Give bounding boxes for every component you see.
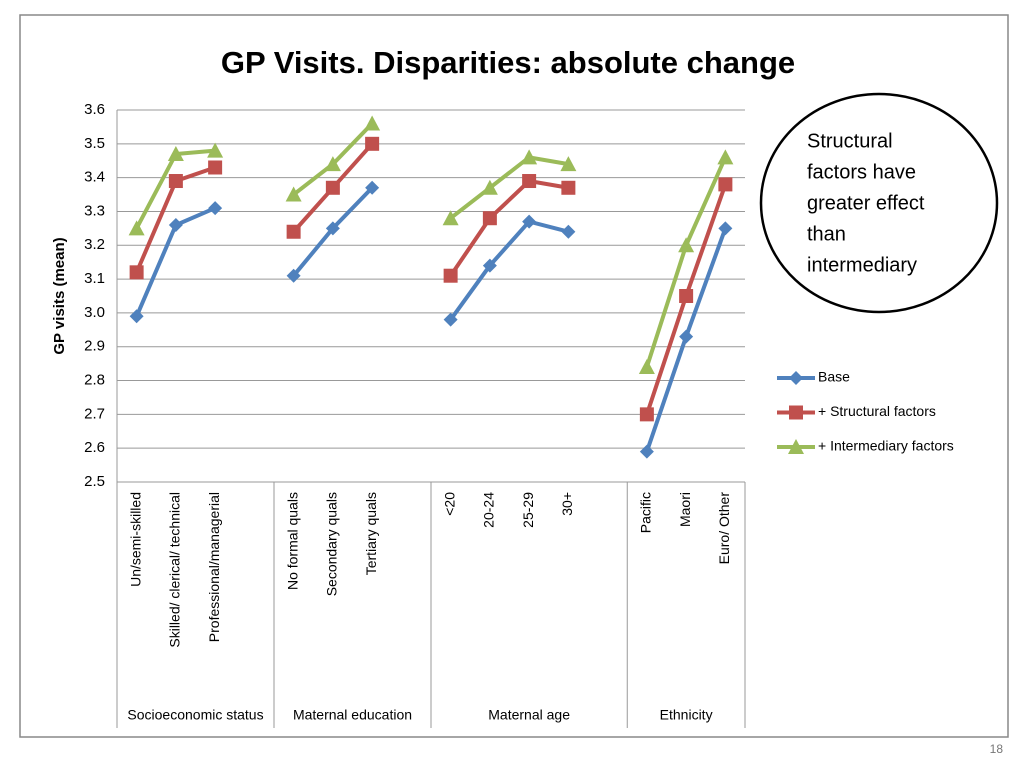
x-tick-label: Tertiary quals — [363, 492, 379, 575]
legend-label: Base — [818, 369, 850, 385]
x-tick-label: Skilled/ clerical/ technical — [167, 492, 183, 648]
annotation-text: greater effect — [807, 192, 925, 214]
legend-label: + Intermediary factors — [818, 438, 954, 454]
data-point — [167, 145, 184, 161]
data-point — [324, 156, 341, 172]
chart-title: GP Visits. Disparities: absolute change — [221, 45, 795, 80]
y-tick-label: 2.7 — [84, 405, 105, 422]
data-point — [325, 221, 340, 236]
data-point — [482, 258, 497, 273]
y-tick-label: 3.6 — [84, 101, 105, 118]
data-point — [443, 312, 458, 327]
annotation-text: Structural — [807, 130, 893, 152]
legend-marker — [789, 405, 803, 420]
data-point — [365, 136, 380, 151]
x-tick-label: No formal quals — [284, 492, 300, 590]
data-point — [718, 221, 733, 236]
data-point — [678, 237, 695, 253]
data-point — [522, 174, 537, 189]
x-tick-label: 20-24 — [481, 492, 497, 528]
y-tick-label: 3.5 — [84, 135, 105, 152]
data-point — [561, 224, 576, 239]
data-point — [285, 186, 302, 202]
legend-marker — [788, 439, 804, 454]
data-point — [679, 289, 694, 303]
x-group-label: Maternal age — [488, 707, 570, 723]
data-point — [561, 180, 576, 195]
annotation-text: factors have — [807, 161, 916, 183]
data-point — [208, 160, 223, 175]
y-tick-label: 3.0 — [84, 304, 105, 321]
data-point — [286, 224, 301, 239]
x-group-label: Socioeconomic status — [127, 707, 263, 723]
y-tick-label: 3.4 — [84, 169, 105, 186]
y-tick-label: 3.1 — [84, 270, 105, 287]
y-tick-label: 2.5 — [84, 473, 105, 490]
data-point — [522, 214, 537, 229]
data-point — [168, 217, 183, 232]
x-tick-label: 25-29 — [520, 492, 536, 528]
y-tick-label: 2.9 — [84, 338, 105, 355]
data-point — [717, 149, 734, 165]
data-point — [560, 156, 577, 172]
legend-marker — [789, 371, 803, 385]
x-tick-label: 30+ — [559, 492, 575, 516]
x-tick-label: Secondary quals — [324, 492, 340, 596]
y-tick-label: 2.8 — [84, 372, 105, 389]
data-point — [521, 149, 538, 165]
annotation-circle — [759, 92, 999, 314]
x-tick-label: <20 — [441, 492, 457, 516]
x-tick-label: Euro/ Other — [716, 492, 732, 565]
y-tick-label: 3.3 — [84, 202, 105, 219]
data-point — [443, 268, 458, 283]
annotation-text: intermediary — [807, 254, 917, 276]
annotation-text: than — [807, 223, 846, 245]
data-point — [364, 115, 381, 131]
data-point — [129, 309, 144, 324]
y-tick-label: 2.6 — [84, 439, 105, 456]
legend-label: + Structural factors — [818, 403, 936, 419]
x-group-label: Maternal education — [293, 707, 412, 723]
data-point — [639, 444, 654, 459]
y-tick-label: 3.2 — [84, 236, 105, 253]
x-group-label: Ethnicity — [660, 707, 713, 723]
data-point — [718, 177, 733, 192]
data-point — [325, 180, 340, 195]
data-point — [638, 359, 655, 375]
data-point — [286, 268, 301, 283]
data-point — [207, 142, 224, 158]
data-point — [639, 407, 654, 422]
data-point — [481, 179, 498, 195]
data-point — [679, 329, 694, 344]
x-tick-label: Maori — [677, 492, 693, 527]
data-point — [482, 211, 497, 226]
y-axis-label: GP visits (mean) — [51, 237, 68, 354]
x-tick-label: Pacific — [638, 492, 654, 533]
data-point — [128, 220, 145, 236]
data-point — [365, 180, 380, 195]
data-point — [129, 265, 144, 280]
data-point — [168, 174, 183, 189]
page-number: 18 — [990, 742, 1004, 756]
data-point — [208, 201, 223, 216]
x-tick-label: Professional/managerial — [206, 492, 222, 642]
x-tick-label: Un/semi-skilled — [127, 492, 143, 587]
data-point — [442, 210, 459, 226]
